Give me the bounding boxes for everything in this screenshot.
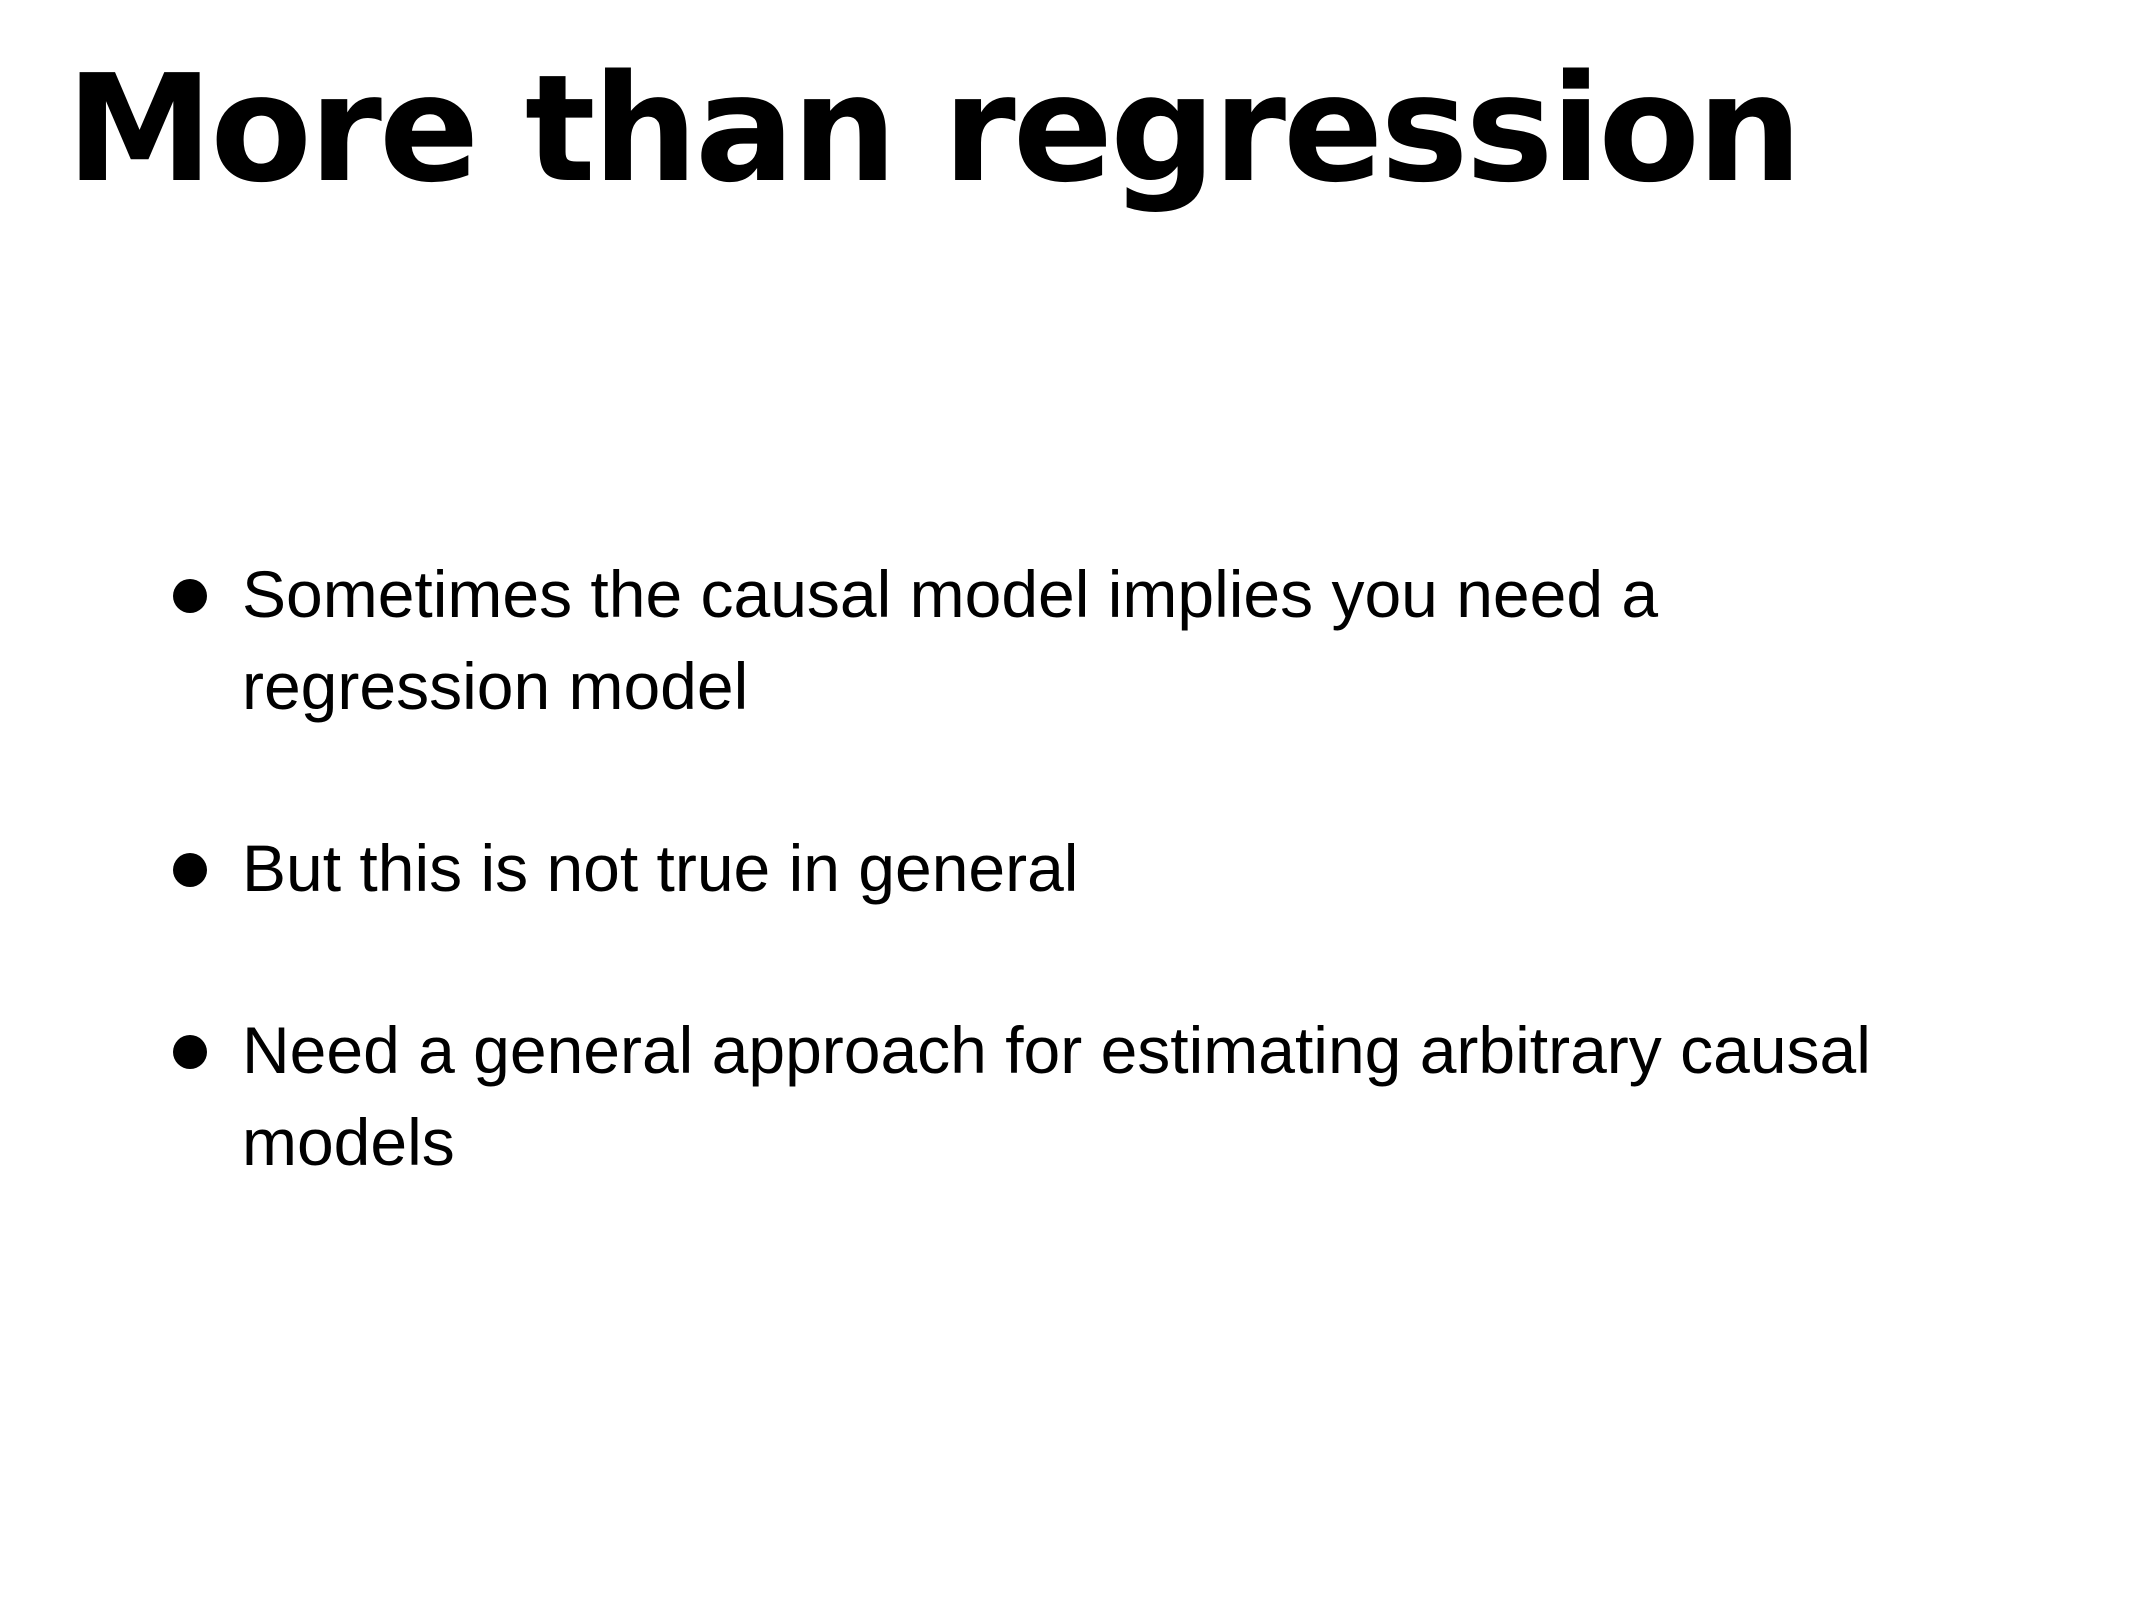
bullet-text-line: Need a general approach for estimating a…	[242, 1013, 1871, 1087]
bullet-text-line: Sometimes the causal model implies you n…	[242, 557, 1659, 631]
bullet-dot-icon	[173, 579, 207, 613]
bullet-text-line: regression model	[242, 649, 749, 723]
bullet-text-line: But this is not true in general	[242, 831, 1079, 905]
bullet-text-line: models	[242, 1105, 455, 1179]
bullet-item: Sometimes the causal model implies you n…	[170, 548, 1970, 732]
bullet-dot-icon	[173, 853, 207, 887]
bullet-item: But this is not true in general	[170, 822, 1970, 914]
bullet-dot-icon	[173, 1035, 207, 1069]
bullet-list: Sometimes the causal model implies you n…	[170, 548, 1970, 1278]
bullet-item: Need a general approach for estimating a…	[170, 1004, 1970, 1188]
slide-title: More than regression	[66, 43, 1802, 215]
